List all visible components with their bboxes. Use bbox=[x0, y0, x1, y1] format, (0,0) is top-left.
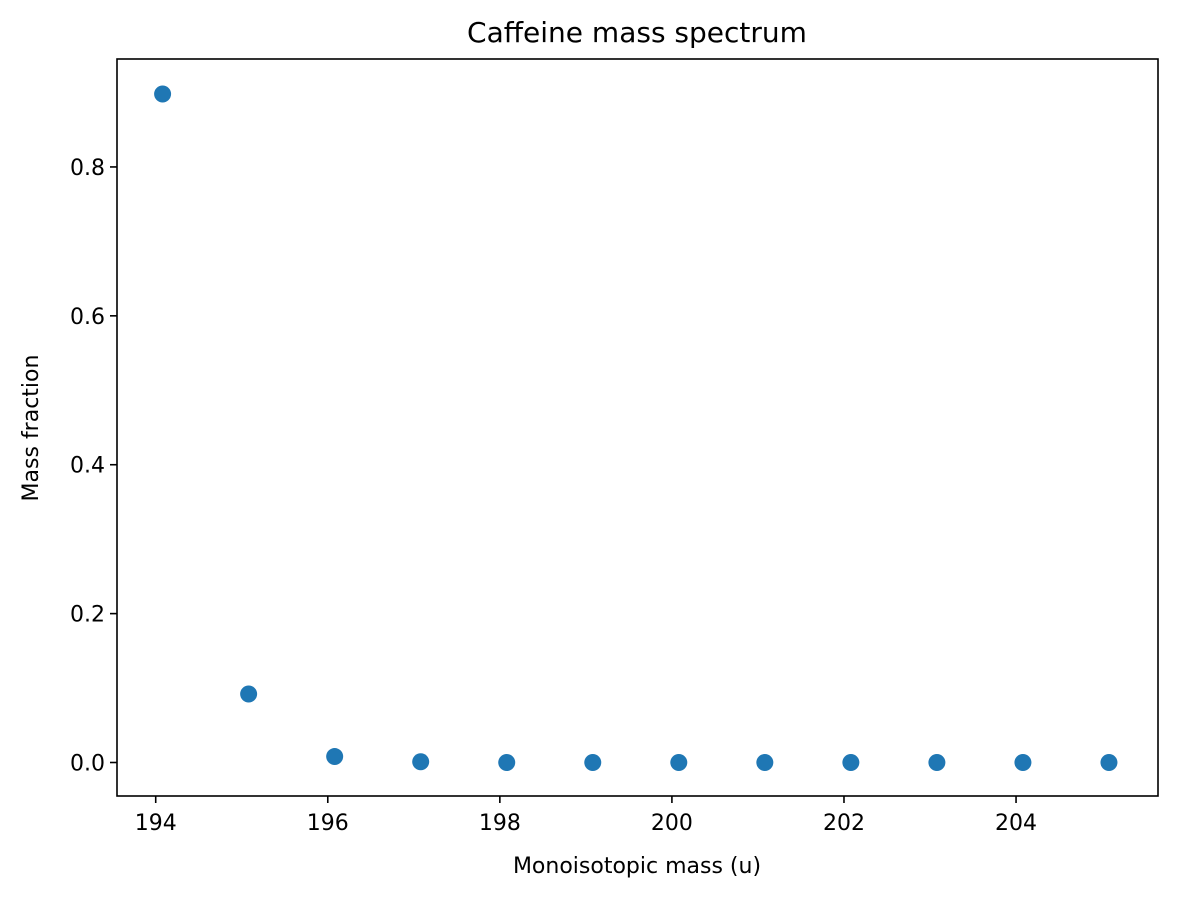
data-point bbox=[240, 685, 258, 703]
data-point bbox=[1100, 754, 1118, 771]
chart-title: Caffeine mass spectrum bbox=[467, 16, 807, 49]
x-tick-label: 194 bbox=[135, 811, 177, 836]
data-point bbox=[154, 85, 172, 103]
data-point bbox=[928, 754, 946, 771]
x-axis-ticks: 194 196 198 200 202 204 bbox=[135, 796, 1037, 836]
data-point bbox=[326, 748, 344, 766]
y-tick-label: 0.2 bbox=[70, 603, 105, 628]
y-tick-label: 0.6 bbox=[70, 305, 105, 330]
data-point bbox=[670, 754, 688, 771]
data-point bbox=[412, 753, 430, 771]
data-point bbox=[498, 754, 516, 771]
x-tick-label: 198 bbox=[479, 811, 521, 836]
data-point bbox=[756, 754, 774, 771]
x-tick-label: 202 bbox=[823, 811, 865, 836]
y-axis-label: Mass fraction bbox=[19, 355, 44, 502]
y-tick-label: 0.4 bbox=[70, 454, 105, 479]
x-tick-label: 204 bbox=[995, 811, 1037, 836]
data-point bbox=[842, 754, 860, 771]
y-tick-label: 0.0 bbox=[70, 752, 105, 777]
x-tick-label: 196 bbox=[307, 811, 349, 836]
y-tick-label: 0.8 bbox=[70, 156, 105, 181]
y-axis-ticks: 0.0 0.2 0.4 0.6 0.8 bbox=[70, 156, 117, 777]
data-points bbox=[154, 85, 1118, 771]
x-tick-label: 200 bbox=[651, 811, 693, 836]
plot-area-frame bbox=[116, 58, 1159, 797]
x-axis-label: Monoisotopic mass (u) bbox=[513, 854, 761, 879]
data-point bbox=[584, 754, 602, 771]
data-point bbox=[1014, 754, 1032, 771]
